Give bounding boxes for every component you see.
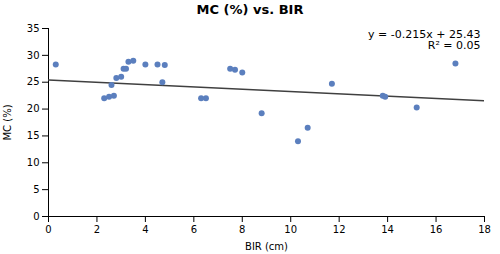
svg-text:10: 10 <box>27 157 40 168</box>
svg-text:4: 4 <box>142 224 148 235</box>
svg-text:14: 14 <box>381 224 394 235</box>
svg-text:30: 30 <box>27 50 40 61</box>
svg-text:10: 10 <box>284 224 297 235</box>
svg-text:5: 5 <box>33 184 39 195</box>
svg-text:0: 0 <box>33 211 39 222</box>
svg-text:8: 8 <box>239 224 245 235</box>
svg-text:2: 2 <box>94 224 100 235</box>
svg-text:20: 20 <box>27 103 40 114</box>
svg-text:18: 18 <box>478 224 491 235</box>
svg-text:MC (%): MC (%) <box>2 104 13 140</box>
svg-text:12: 12 <box>333 224 346 235</box>
html-text:MC (%) vs. BIR: MC (%) vs. BIR <box>196 2 304 17</box>
svg-text:16: 16 <box>430 224 443 235</box>
svg-text:0: 0 <box>45 224 51 235</box>
svg-text:35: 35 <box>27 23 40 34</box>
svg-text:25: 25 <box>27 76 40 87</box>
svg-text:BIR (cm): BIR (cm) <box>245 241 288 252</box>
svg-text:15: 15 <box>27 130 40 141</box>
svg-text:6: 6 <box>191 224 197 235</box>
svg-text:y = -0.215x + 25.43R² = 0.05: y = -0.215x + 25.43R² = 0.05 <box>368 28 480 52</box>
